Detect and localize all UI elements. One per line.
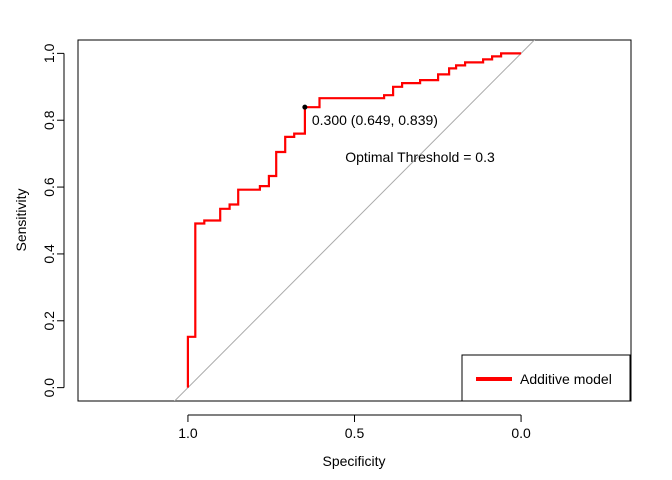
legend-label-additive-model: Additive model [520, 371, 612, 387]
y-tick-label: 1.0 [41, 43, 57, 63]
x-tick-label: 0.5 [345, 425, 365, 441]
y-tick-label: 0.2 [41, 311, 57, 331]
reference-diagonal-line [173, 40, 536, 401]
roc-curve-line [186, 52, 522, 388]
optimal-threshold-annotation: Optimal Threshold = 0.3 [345, 149, 495, 165]
x-axis-title: Specificity [322, 453, 385, 469]
y-axis: 0.0 0.2 0.4 0.6 0.8 1.0 [41, 43, 65, 398]
y-axis-title: Sensitivity [13, 188, 29, 251]
legend: Additive model [461, 354, 631, 402]
y-tick-label: 0.6 [41, 177, 57, 197]
y-tick-label: 0.0 [41, 378, 57, 398]
y-tick-label: 0.8 [41, 110, 57, 130]
y-tick-label: 0.4 [41, 244, 57, 264]
x-tick-label: 1.0 [178, 425, 198, 441]
x-axis: 1.0 0.5 0.0 [178, 414, 531, 441]
threshold-point-label: 0.300 (0.649, 0.839) [312, 112, 438, 128]
x-tick-label: 0.0 [511, 425, 531, 441]
threshold-point [302, 104, 308, 110]
plot-frame [77, 39, 632, 402]
